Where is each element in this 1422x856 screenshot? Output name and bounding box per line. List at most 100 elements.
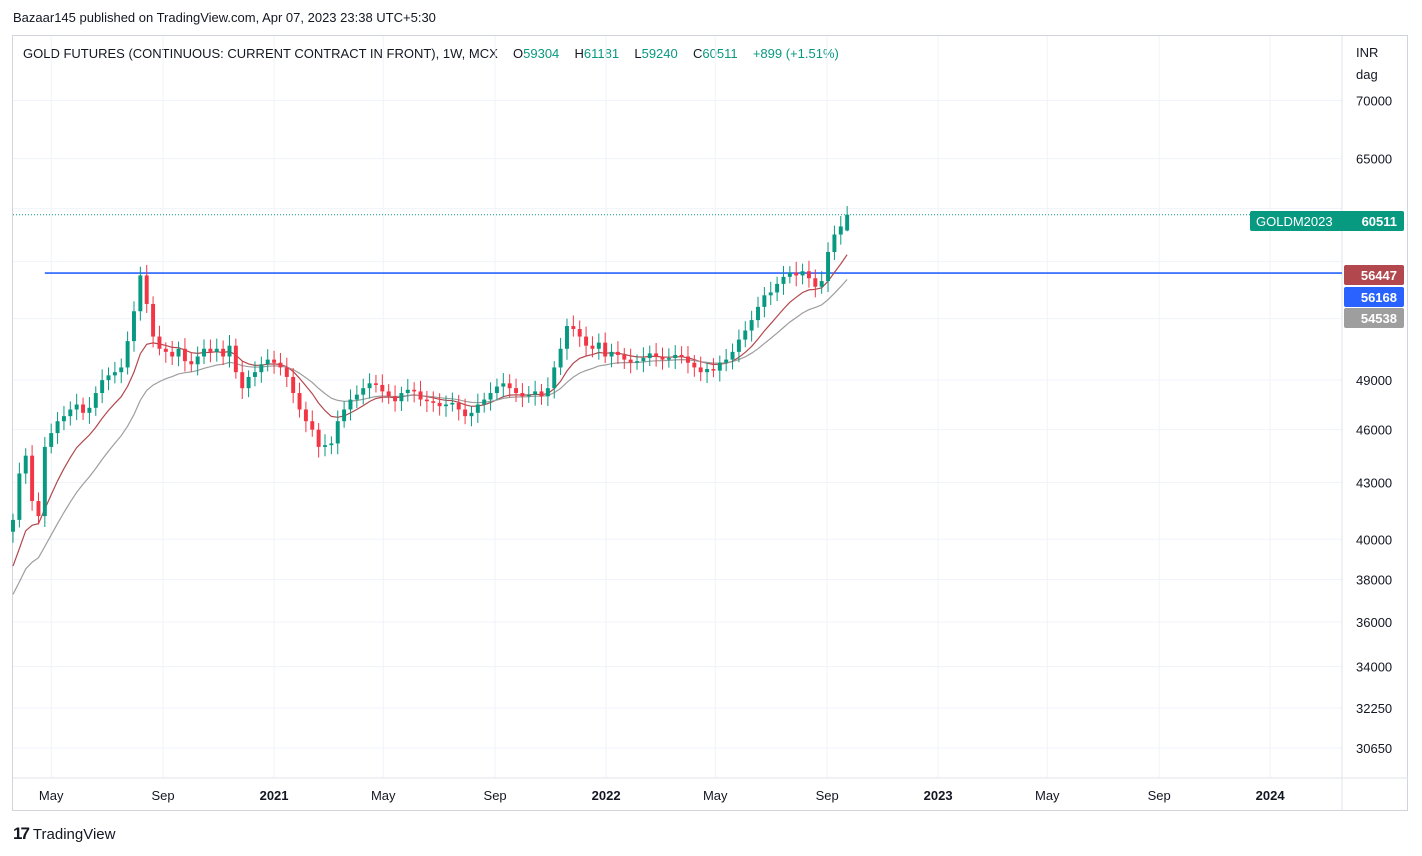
candle-body (673, 354, 678, 359)
candle (259, 356, 264, 383)
change-value: +899 (+1.51%) (752, 46, 839, 61)
candle-body (800, 271, 805, 276)
candle-body (17, 473, 22, 520)
candle-body (227, 345, 232, 357)
candle (475, 393, 480, 423)
candle-body (144, 275, 149, 304)
time-axis: May Sep 2021 May Sep 2022 May Sep 2023 May Sep 2024 (39, 788, 1285, 803)
candle-body (501, 383, 506, 387)
candle (367, 373, 372, 399)
candle (291, 368, 296, 404)
high-label: H (574, 46, 584, 61)
candle-body (641, 358, 646, 362)
candle-body (265, 359, 270, 365)
price-badge: 56447 (1344, 265, 1404, 285)
candle-body (450, 402, 455, 405)
candle-body (259, 364, 264, 373)
candle (303, 401, 308, 433)
candle-body (361, 388, 366, 395)
candle-body (685, 356, 690, 363)
candle-body (431, 401, 436, 403)
price-tick-label: 32250 (1356, 701, 1392, 716)
candle-body (730, 351, 735, 360)
candle (61, 405, 66, 431)
badge-bg (1250, 211, 1404, 231)
candle (399, 386, 404, 411)
candle (845, 206, 850, 232)
candle-body (151, 303, 156, 337)
candle-body (463, 409, 468, 417)
candle-body (698, 367, 703, 373)
candle-body (87, 407, 92, 413)
open-value: 59304 (523, 46, 560, 61)
close-value: 60511 (702, 46, 738, 61)
candle-body (654, 353, 659, 357)
time-tick-label: Sep (1148, 788, 1171, 803)
candle (717, 355, 722, 382)
chart-frame[interactable] (12, 35, 1408, 811)
candle (208, 339, 213, 363)
candle-body (794, 272, 799, 276)
candle (354, 385, 359, 409)
candle (272, 350, 277, 374)
candle-body (329, 443, 334, 446)
candle (393, 385, 398, 412)
candle (705, 362, 710, 383)
candle-body (584, 336, 589, 346)
time-tick-label: May (39, 788, 64, 803)
candle (246, 370, 251, 398)
candle (775, 276, 780, 301)
symbol-name: GOLD FUTURES (CONTINUOUS: CURRENT CONTRA… (23, 46, 498, 61)
candle (482, 392, 487, 413)
candle (615, 341, 620, 364)
candle-body (775, 283, 780, 293)
candle (252, 361, 257, 387)
badge-value: 56447 (1361, 268, 1397, 283)
candle-body (93, 393, 98, 408)
badge-bg (1344, 287, 1404, 307)
candle (469, 405, 474, 427)
time-tick-label: Sep (484, 788, 507, 803)
candle (609, 343, 614, 368)
publisher-line: Bazaar145 published on TradingView.com, … (13, 10, 436, 25)
ema-slow-line (12, 279, 848, 595)
candle (316, 423, 321, 458)
candle (622, 347, 627, 369)
candle (838, 216, 843, 245)
price-tick-label: 38000 (1356, 572, 1392, 587)
candle (444, 395, 448, 417)
candle (673, 345, 678, 370)
candle-body (756, 306, 760, 321)
candle-body (628, 359, 633, 363)
candle (635, 354, 639, 370)
candle (679, 346, 684, 364)
candle-body (297, 393, 302, 410)
candle-body (666, 358, 671, 360)
candle-body (813, 278, 818, 287)
candle-body (36, 501, 41, 517)
time-tick-label: 2024 (1256, 788, 1286, 803)
close-label: C (693, 46, 703, 61)
candle (641, 347, 646, 373)
candle (214, 338, 219, 362)
candle-body (679, 354, 684, 357)
candle-body (176, 348, 181, 357)
candle (151, 296, 156, 348)
time-tick-label: 2023 (924, 788, 953, 803)
candle (698, 356, 703, 382)
candle (189, 352, 194, 372)
candle-body (456, 402, 461, 410)
price-badge: 54538 (1344, 308, 1404, 328)
price-badge: GOLDM2023 60511 (1250, 211, 1404, 231)
time-tick-label: May (703, 788, 728, 803)
candle (323, 434, 327, 457)
candle (463, 398, 468, 425)
candle-body (507, 383, 512, 389)
candle-body (806, 271, 811, 279)
candle-body (252, 372, 257, 377)
candle-body (303, 409, 308, 422)
candle (227, 335, 232, 368)
candle (526, 386, 531, 403)
candle (386, 384, 391, 404)
